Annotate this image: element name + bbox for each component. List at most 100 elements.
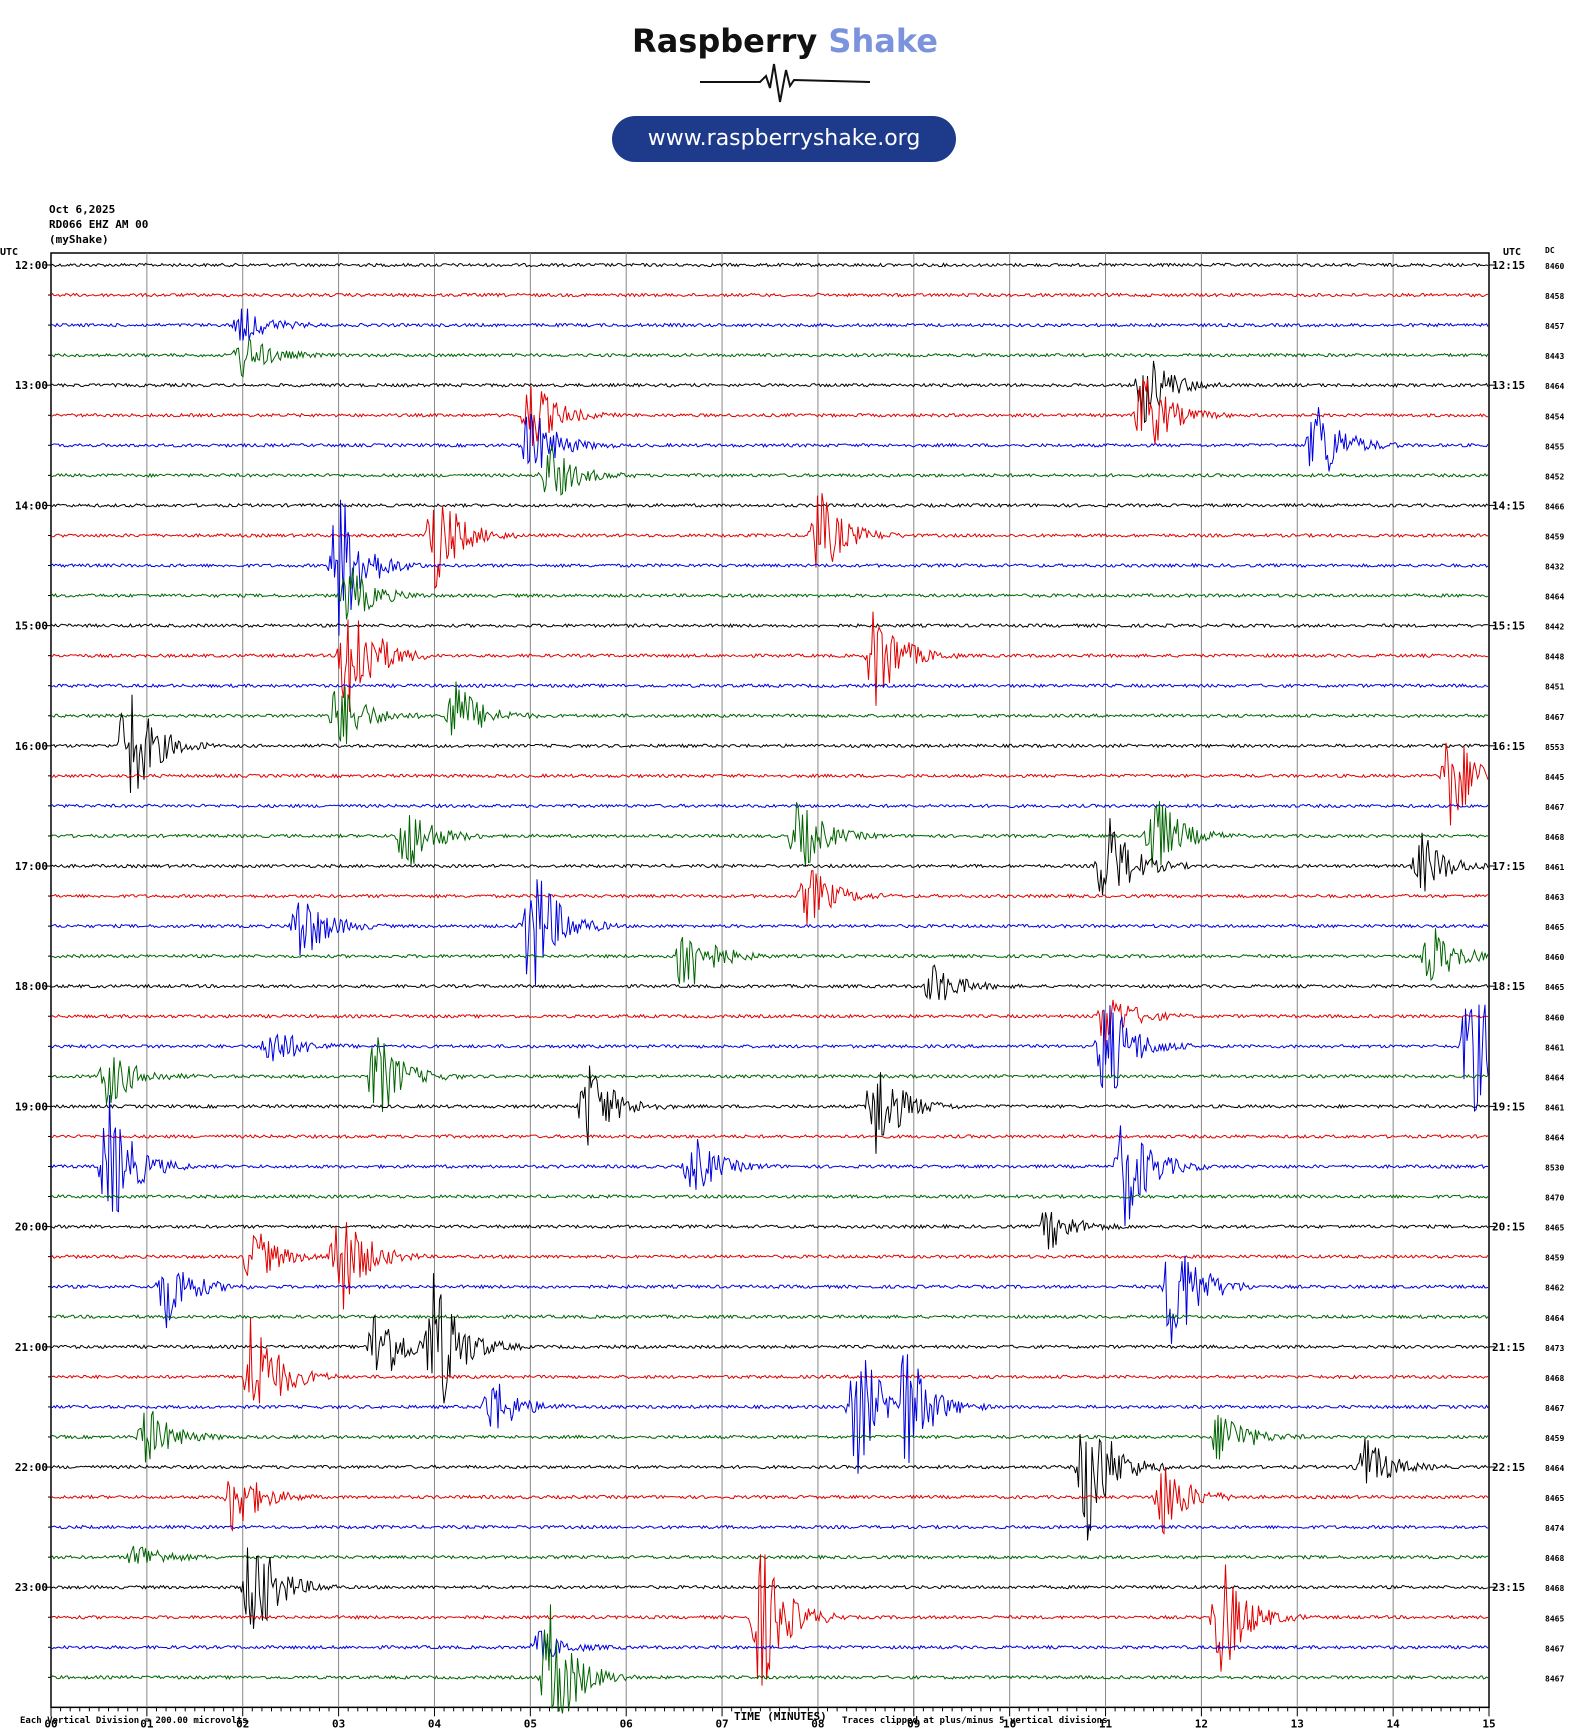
left-hour-label: 16:00	[15, 740, 48, 753]
left-hour-label: 19:00	[15, 1100, 48, 1113]
right-hour-label: 13:15	[1492, 379, 1525, 392]
seismic-trace	[50, 1065, 1489, 1154]
dc-value-label: 8458	[1545, 292, 1564, 301]
dc-value-label: 8466	[1545, 502, 1564, 511]
left-hour-label: 20:00	[15, 1221, 48, 1234]
dc-value-label: 8461	[1545, 1043, 1564, 1052]
seismic-trace	[50, 964, 1489, 1001]
seismic-trace	[50, 928, 1489, 985]
x-axis-title: TIME (MINUTES)	[734, 1710, 827, 1723]
seismic-trace	[50, 1524, 1489, 1530]
dc-value-label: 8459	[1545, 1434, 1564, 1443]
dc-header-label: DC	[1545, 246, 1555, 255]
seismic-trace	[50, 1434, 1489, 1541]
dc-value-label: 8467	[1545, 1674, 1564, 1683]
seismic-trace	[50, 499, 1489, 636]
seismic-trace	[50, 1273, 1489, 1404]
raspberry-shake-logo: Raspberry Shake www.raspberryshake.org	[0, 0, 1570, 175]
brand-name: Raspberry Shake	[0, 22, 1570, 60]
left-hour-label: 12:00	[15, 259, 48, 272]
dc-value-label: 8473	[1545, 1344, 1564, 1353]
x-tick-label: 05	[524, 1717, 537, 1730]
right-hour-label: 23:15	[1492, 1581, 1525, 1594]
seismic-trace	[50, 337, 1489, 378]
dc-value-label: 8463	[1545, 893, 1564, 902]
dc-value-label: 8454	[1545, 412, 1564, 421]
seismic-trace	[50, 1095, 1489, 1227]
seismic-trace	[50, 1037, 1489, 1112]
x-tick-label: 03	[332, 1717, 345, 1730]
seismic-trace	[50, 1354, 1489, 1474]
dc-value-label: 8467	[1545, 1404, 1564, 1413]
dc-value-label: 8461	[1545, 863, 1564, 872]
dc-value-label: 8464	[1545, 1464, 1564, 1473]
x-tick-label: 02	[236, 1717, 249, 1730]
right-unit-label: UTC	[1503, 247, 1521, 258]
left-hour-label: 18:00	[15, 980, 48, 993]
dc-value-label: 8468	[1545, 833, 1564, 842]
dc-value-label: 8460	[1545, 262, 1564, 271]
seismic-trace	[50, 742, 1489, 826]
clipping-note: Traces clipped at plus/minus 5 vertical …	[842, 1716, 1108, 1726]
right-hour-label: 12:15	[1492, 259, 1525, 272]
seismic-trace	[50, 493, 1489, 590]
x-tick-label: 14	[1387, 1717, 1401, 1730]
right-hour-label: 21:15	[1492, 1341, 1525, 1354]
seismic-trace	[50, 378, 1489, 447]
dc-value-label: 8459	[1545, 532, 1564, 541]
right-hour-label: 20:15	[1492, 1221, 1525, 1234]
seismic-trace	[50, 1255, 1489, 1344]
dc-value-label: 8442	[1545, 623, 1564, 632]
dc-value-label: 8465	[1545, 1494, 1564, 1503]
website-link[interactable]: www.raspberryshake.org	[612, 116, 956, 162]
seismic-trace	[50, 879, 1489, 986]
seismic-trace	[50, 1411, 1489, 1463]
seismic-trace	[50, 1222, 1489, 1310]
right-hour-label: 19:15	[1492, 1100, 1525, 1113]
dc-value-label: 8451	[1545, 683, 1564, 692]
dc-value-label: 8465	[1545, 983, 1564, 992]
dc-value-label: 8445	[1545, 773, 1564, 782]
dc-value-label: 8464	[1545, 593, 1564, 602]
dc-value-label: 8443	[1545, 352, 1564, 361]
seismic-trace	[50, 622, 1489, 629]
seismic-trace	[50, 1133, 1489, 1139]
x-tick-label: 08	[811, 1717, 824, 1730]
seismic-trace	[50, 681, 1488, 745]
data-source: (myShake)	[49, 233, 109, 246]
dc-value-label: 8530	[1545, 1164, 1564, 1173]
dc-value-label: 8467	[1545, 1644, 1564, 1653]
seismic-trace	[50, 818, 1489, 896]
left-unit-label: UTC	[0, 247, 18, 258]
left-hour-label: 17:00	[15, 860, 48, 873]
seismic-trace	[50, 1317, 1489, 1404]
dc-value-label: 8468	[1545, 1374, 1564, 1383]
seismic-trace	[50, 1547, 1489, 1629]
left-hour-label: 22:00	[15, 1461, 48, 1474]
seismic-trace	[50, 803, 1489, 809]
seismic-trace	[50, 694, 1489, 793]
dc-value-label: 8553	[1545, 743, 1564, 752]
x-tick-label: 11	[1099, 1717, 1113, 1730]
dc-value-label: 8474	[1545, 1524, 1564, 1533]
dc-value-label: 8465	[1545, 1224, 1564, 1233]
dc-value-label: 8462	[1545, 1284, 1564, 1293]
dc-value-label: 8468	[1545, 1554, 1564, 1563]
dc-value-label: 8464	[1545, 1133, 1564, 1142]
dc-value-label: 8460	[1545, 953, 1564, 962]
seismic-trace	[50, 611, 1489, 712]
dc-value-label: 8448	[1545, 653, 1564, 662]
division-note: Each Vertical Division = 200.00 microvol…	[20, 1716, 248, 1726]
right-hour-label: 17:15	[1492, 860, 1525, 873]
seismic-trace	[50, 801, 1489, 868]
x-tick-label: 12	[1195, 1717, 1208, 1730]
seismic-trace	[50, 1211, 1489, 1250]
dc-value-label: 8470	[1545, 1194, 1564, 1203]
dc-value-label: 8461	[1545, 1103, 1564, 1112]
seismic-trace	[50, 1545, 1489, 1564]
dc-value-label: 8467	[1545, 803, 1564, 812]
dc-value-label: 8468	[1545, 1584, 1564, 1593]
seismic-trace	[50, 360, 1489, 424]
x-tick-label: 00	[44, 1717, 57, 1730]
seismic-trace	[50, 1466, 1489, 1536]
